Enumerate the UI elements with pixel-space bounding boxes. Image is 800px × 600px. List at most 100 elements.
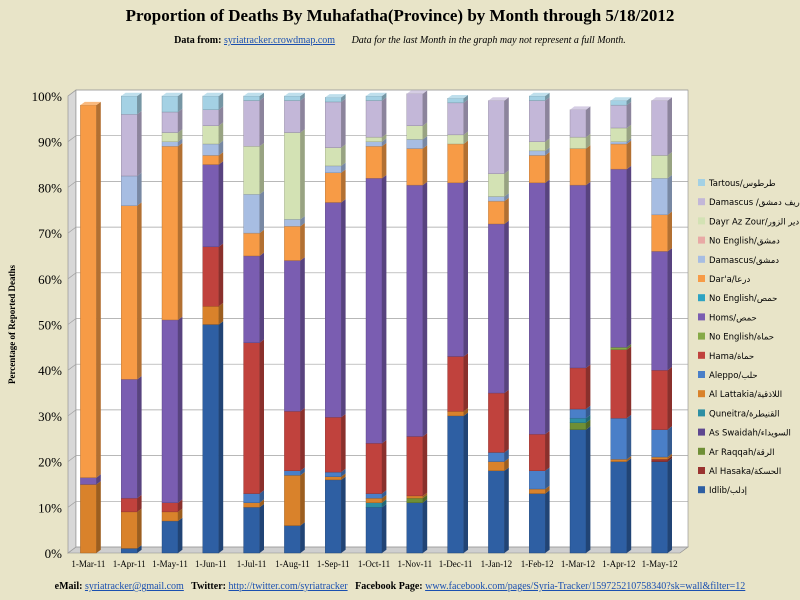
bar-face — [243, 502, 260, 508]
bar-face — [610, 168, 627, 348]
bar-side — [626, 344, 632, 350]
x-tick-label: 1-Jul-11 — [237, 559, 267, 569]
source-link[interactable]: syriatracker.crowdmap.com — [223, 35, 336, 46]
bar-face — [120, 548, 138, 554]
bar-side — [259, 190, 264, 234]
bar-segment: Damascus /ريف دمشق: 5% — [610, 101, 632, 129]
x-tick-label: 1-Sep-11 — [317, 559, 350, 569]
legend-item: Damascus/دمشق — [698, 256, 779, 266]
bar-face — [610, 141, 627, 145]
bar-side — [300, 129, 305, 220]
bar-side — [463, 408, 468, 416]
facebook-link[interactable]: www.facebook.com/pages/Syria-Tracker/159… — [425, 581, 746, 592]
bar-side — [545, 147, 550, 156]
legend-item: No English/حمص — [698, 294, 777, 304]
bar-side — [178, 108, 183, 133]
bar-face — [202, 164, 220, 248]
bar-segment: Homs/حمص: 47% — [325, 199, 346, 418]
bar-side — [300, 408, 305, 471]
bar-side — [586, 181, 591, 368]
bar-face — [447, 134, 464, 145]
bar-face — [365, 493, 383, 499]
bar-segment: Dar'a/درعا: 38% — [161, 142, 183, 321]
bar-face — [651, 370, 668, 430]
bar-segment: Tartous/طرطوس: 3.5% — [161, 92, 183, 113]
legend-swatch — [698, 217, 705, 225]
bar-segment: Dayr Az Zour/دير الزور: 5% — [651, 152, 672, 179]
bar-side — [137, 508, 142, 549]
legend-label: Tartous/طرطوس — [708, 179, 776, 189]
bar-segment: Al Lattakia/اللاذقية: 15% — [80, 481, 101, 554]
bar-side — [300, 467, 305, 476]
bar-segment: Dar'a/درعا: 7% — [365, 142, 387, 179]
bar-side — [259, 142, 264, 195]
legend-swatch — [698, 255, 705, 263]
bar-segment: Dar'a/درعا: 7.5% — [284, 222, 305, 261]
bar-face — [365, 146, 383, 179]
bar-face — [284, 100, 301, 133]
bar-side — [218, 161, 224, 247]
x-tick-label: 1-Dec-11 — [439, 559, 473, 569]
bar-face — [120, 175, 138, 206]
bar-side — [545, 485, 550, 494]
y-tick-label: 40% — [38, 363, 62, 378]
bar-top — [651, 97, 672, 101]
bar-segment: Dayr Az Zour/دير الزور: 19% — [284, 129, 305, 220]
bar-side — [667, 456, 672, 462]
bar-side — [667, 248, 672, 371]
bar-segment: Dayr Az Zour/دير الزور: 4% — [325, 144, 346, 167]
bar-segment: Hama/حماة: 8% — [529, 430, 550, 471]
bar-face — [529, 470, 546, 490]
email-link[interactable]: syriatracker@gmail.com — [84, 581, 184, 592]
bar-side — [422, 145, 428, 186]
legend-swatch — [698, 351, 705, 359]
y-tick-label: 0% — [45, 546, 63, 561]
bar-face — [243, 146, 260, 195]
bar-face — [365, 443, 383, 494]
bar-segment: Idlib/إدلب: 20% — [651, 458, 672, 554]
y-tick-label: 100% — [32, 89, 63, 104]
bar-side — [422, 494, 428, 503]
bar-top — [366, 92, 387, 96]
bar-side — [218, 122, 224, 144]
bar-face — [325, 417, 342, 473]
bar-side — [626, 414, 632, 460]
bar-segment: Homs/حمص: 33% — [284, 257, 305, 412]
legend-swatch — [698, 486, 705, 494]
legend-label: Al Lattakia/اللاذقية — [709, 390, 782, 400]
legend-swatch — [698, 371, 705, 378]
bar-side — [259, 97, 264, 147]
bar-side — [382, 490, 387, 499]
x-tick-label: 1-Nov-11 — [397, 559, 432, 569]
bar-face — [529, 150, 546, 156]
bar-segment: Idlib/إدلب: 16% — [325, 476, 346, 554]
bar-face — [365, 502, 383, 508]
bar-segment: Damascus /ريف دمشق: 9% — [529, 97, 550, 142]
bar-face — [406, 148, 423, 186]
bar-side — [96, 474, 101, 485]
bar-face — [120, 114, 138, 177]
bar-side — [259, 229, 264, 256]
bar-side — [463, 412, 468, 553]
bar-segment: Damascus /ريف دمشق: 4.5% — [161, 108, 183, 133]
bar-face — [447, 356, 464, 412]
bar-side — [586, 106, 591, 138]
bar-segment: Dar'a/درعا: 8% — [569, 145, 591, 186]
bar-side — [137, 494, 142, 512]
bar-side — [96, 481, 101, 553]
legend-item: Dayr Az Zour/دير الزور — [698, 217, 799, 227]
bar-side — [667, 426, 672, 458]
bar-face — [529, 155, 546, 184]
bar-top — [447, 94, 468, 99]
bar-side — [341, 476, 346, 553]
bar-side — [626, 124, 632, 142]
bar-side — [422, 122, 428, 140]
twitter-link[interactable]: http://twitter.com/syriatracker — [228, 581, 348, 592]
bar-segment: Dar'a/درعا: 5.5% — [610, 140, 632, 170]
bar-face — [284, 219, 301, 227]
bar-segment: Idlib/إدلب: 18% — [488, 467, 509, 554]
bar-face — [243, 507, 260, 554]
bar-face — [651, 214, 668, 252]
bar-side — [382, 142, 387, 179]
